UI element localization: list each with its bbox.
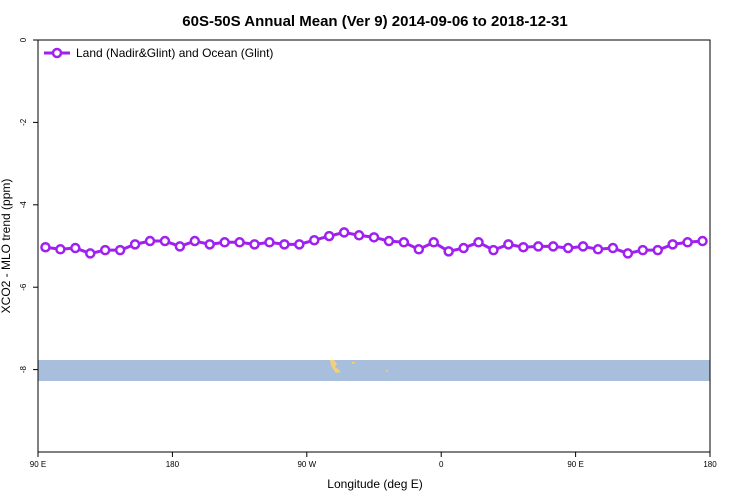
- x-axis-title: Longitude (deg E): [327, 477, 422, 491]
- data-point: [458, 242, 469, 254]
- data-point: [562, 242, 574, 254]
- data-point: [323, 230, 335, 242]
- chart-title: 60S-50S Annual Mean (Ver 9) 2014-09-06 t…: [182, 13, 567, 30]
- land-shape: [352, 362, 355, 364]
- data-point: [144, 235, 156, 247]
- data-point: [682, 237, 693, 248]
- data-point: [85, 248, 96, 259]
- data-point: [114, 244, 126, 256]
- data-point: [174, 241, 186, 252]
- data-point: [383, 235, 395, 247]
- data-point: [697, 235, 708, 247]
- y-tick-label: -4: [19, 201, 28, 209]
- data-point: [309, 234, 320, 246]
- data-point: [413, 244, 425, 255]
- data-point: [622, 248, 634, 259]
- data-point: [592, 244, 604, 255]
- plot-frame: [37, 39, 711, 453]
- data-point: [338, 227, 350, 238]
- y-tick-label: -8: [19, 365, 28, 373]
- data-point: [249, 239, 260, 250]
- data-point: [533, 241, 544, 252]
- data-point: [219, 237, 230, 248]
- x-tick-label: 180: [166, 460, 180, 469]
- data-point: [264, 237, 275, 248]
- data-point: [234, 237, 245, 248]
- x-tick-label: 0: [439, 460, 444, 469]
- data-point: [294, 239, 305, 250]
- legend-label: Land (Nadir&Glint) and Ocean (Glint): [76, 46, 273, 60]
- data-point: [637, 244, 649, 256]
- data-point: [503, 239, 514, 250]
- data-point: [353, 230, 365, 241]
- data-point: [129, 239, 141, 250]
- y-axis-title: XCO2 - MLO trend (ppm): [0, 179, 13, 314]
- data-point: [368, 232, 380, 243]
- data-point: [40, 241, 51, 253]
- data-point: [488, 244, 499, 256]
- land-shape: [386, 370, 388, 372]
- data-point: [667, 239, 678, 250]
- data-point: [55, 244, 66, 255]
- data-point: [547, 241, 559, 252]
- data-point: [607, 242, 619, 254]
- map-strip: [38, 360, 710, 381]
- data-point: [473, 237, 484, 248]
- data-point: [70, 242, 81, 254]
- x-tick-label: 90 E: [30, 460, 46, 469]
- data-point: [204, 239, 215, 250]
- data-point: [518, 241, 529, 253]
- x-tick-label: 180: [703, 460, 717, 469]
- x-tick-label: 90 W: [297, 460, 316, 469]
- data-point: [99, 244, 111, 256]
- data-point: [428, 237, 439, 248]
- data-point: [443, 246, 454, 257]
- legend-marker: [51, 47, 63, 59]
- y-tick-label: -6: [19, 283, 28, 291]
- data-point: [398, 237, 410, 248]
- data-point: [159, 235, 171, 247]
- land-shape: [330, 360, 341, 373]
- data-point: [652, 244, 663, 256]
- x-tick-label: 90 E: [567, 460, 583, 469]
- y-tick-label: -2: [19, 118, 28, 126]
- data-point: [189, 235, 201, 247]
- data-point: [577, 241, 589, 252]
- data-point: [279, 239, 290, 250]
- y-tick-label: 0: [19, 37, 28, 42]
